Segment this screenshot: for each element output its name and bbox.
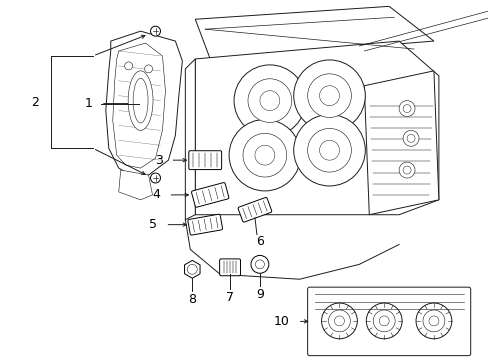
Circle shape <box>398 162 414 178</box>
Circle shape <box>250 255 268 273</box>
Circle shape <box>150 26 160 36</box>
Text: 2: 2 <box>31 96 39 109</box>
Circle shape <box>307 129 351 172</box>
Polygon shape <box>185 59 195 220</box>
Circle shape <box>402 130 418 146</box>
Circle shape <box>293 60 365 131</box>
Circle shape <box>334 316 344 326</box>
Circle shape <box>254 145 274 165</box>
Polygon shape <box>113 43 165 168</box>
Text: 9: 9 <box>255 288 264 301</box>
Circle shape <box>319 86 339 105</box>
Circle shape <box>124 62 132 70</box>
Text: 6: 6 <box>255 235 264 248</box>
FancyBboxPatch shape <box>219 259 240 276</box>
Circle shape <box>150 173 160 183</box>
Circle shape <box>293 114 365 186</box>
Circle shape <box>234 65 305 136</box>
Circle shape <box>402 105 410 113</box>
Polygon shape <box>184 260 200 278</box>
Circle shape <box>379 316 388 326</box>
Circle shape <box>187 264 197 274</box>
Circle shape <box>372 310 394 332</box>
Circle shape <box>319 140 339 160</box>
FancyBboxPatch shape <box>307 287 470 356</box>
Polygon shape <box>364 71 438 215</box>
Text: 1: 1 <box>85 97 93 110</box>
Circle shape <box>415 303 451 339</box>
Ellipse shape <box>128 71 153 130</box>
Text: 4: 4 <box>152 188 160 201</box>
Circle shape <box>321 303 357 339</box>
Circle shape <box>406 134 414 142</box>
Polygon shape <box>195 41 438 215</box>
Ellipse shape <box>133 78 148 123</box>
Polygon shape <box>119 170 152 200</box>
Polygon shape <box>195 6 433 59</box>
Circle shape <box>247 79 291 122</box>
Text: 3: 3 <box>154 154 162 167</box>
Circle shape <box>260 91 279 111</box>
FancyBboxPatch shape <box>187 214 222 235</box>
Text: 10: 10 <box>273 315 289 328</box>
Text: 7: 7 <box>225 291 234 303</box>
Text: 8: 8 <box>188 293 196 306</box>
Text: 5: 5 <box>149 218 157 231</box>
Circle shape <box>243 133 286 177</box>
Circle shape <box>366 303 401 339</box>
FancyBboxPatch shape <box>238 197 271 222</box>
Circle shape <box>428 316 438 326</box>
Circle shape <box>422 310 444 332</box>
Circle shape <box>228 120 300 191</box>
Circle shape <box>328 310 350 332</box>
Circle shape <box>255 260 264 269</box>
Circle shape <box>402 166 410 174</box>
FancyBboxPatch shape <box>188 151 221 170</box>
Circle shape <box>144 65 152 73</box>
Circle shape <box>398 100 414 117</box>
Polygon shape <box>105 31 182 175</box>
Circle shape <box>307 74 351 117</box>
FancyBboxPatch shape <box>191 183 228 207</box>
